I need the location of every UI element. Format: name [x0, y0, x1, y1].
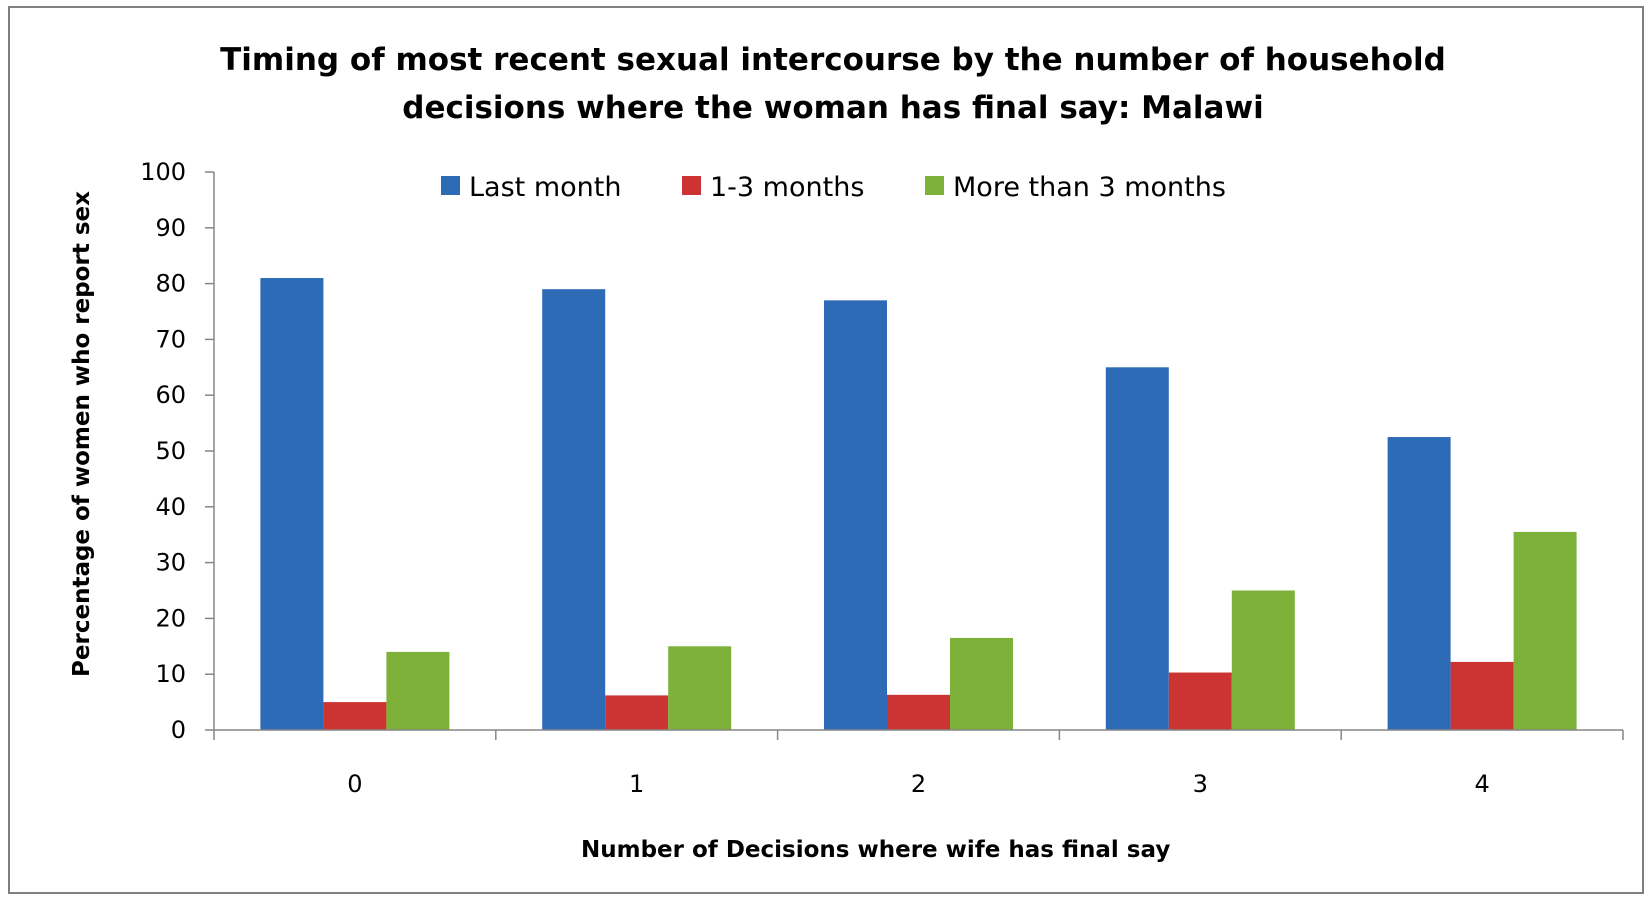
chart-title-line-1: Timing of most recent sexual intercourse…	[220, 42, 1446, 78]
bar-series-2-category-4	[1513, 531, 1577, 730]
bar-series-1-category-0	[323, 702, 387, 730]
bar-series-0-category-3	[1105, 367, 1169, 730]
bar-series-2-category-2	[950, 637, 1013, 730]
y-tick-label: 40	[155, 493, 186, 521]
bar-series-1-category-3	[1168, 672, 1232, 730]
legend-swatch-1	[682, 176, 701, 195]
bar-series-0-category-2	[824, 300, 887, 730]
legend-swatch-2	[925, 176, 944, 195]
x-tick-label: 0	[347, 770, 362, 798]
bar-series-1-category-1	[605, 695, 669, 730]
chart-legend: Last month 1-3 months More than 3 months	[441, 172, 1226, 203]
x-tick-label: 3	[1193, 770, 1208, 798]
y-tick-label: 60	[155, 381, 186, 409]
bar-series-0-category-1	[542, 289, 606, 730]
y-tick-label: 70	[155, 325, 186, 353]
bar-series-2-category-1	[668, 646, 732, 730]
y-axis-title: Percentage of women who report sex	[69, 191, 95, 677]
bar-series-2-category-0	[386, 651, 450, 730]
bars	[260, 278, 1577, 730]
x-axis-title: Number of Decisions where wife has final…	[581, 837, 1170, 863]
y-tick-label: 30	[155, 549, 186, 577]
bar-series-2-category-3	[1231, 590, 1295, 730]
y-tick-label: 80	[155, 270, 186, 298]
bar-series-1-category-4	[1450, 661, 1514, 730]
legend-label-1: 1-3 months	[710, 172, 864, 203]
y-tick-label: 0	[171, 716, 186, 744]
legend-label-2: More than 3 months	[953, 172, 1226, 203]
legend-swatch-0	[441, 176, 460, 195]
chart-title-line-2: decisions where the woman has final say:…	[402, 90, 1263, 126]
bar-series-1-category-2	[887, 694, 950, 730]
y-tick-label: 50	[155, 437, 186, 465]
y-axis-ticks: 0 10 20 30 40 50 60 70 80 90 100	[140, 158, 214, 744]
bar-series-0-category-4	[1387, 437, 1451, 730]
x-tick-label: 2	[911, 770, 926, 798]
y-tick-label: 100	[140, 158, 186, 186]
bar-series-0-category-0	[260, 278, 324, 730]
x-tick-label: 1	[629, 770, 644, 798]
y-tick-label: 10	[155, 660, 186, 688]
y-tick-label: 90	[155, 214, 186, 242]
legend-label-0: Last month	[469, 172, 621, 203]
y-tick-label: 20	[155, 604, 186, 632]
x-axis-ticks: 0 1 2 3 4	[213, 730, 1624, 798]
x-tick-label: 4	[1474, 770, 1489, 798]
